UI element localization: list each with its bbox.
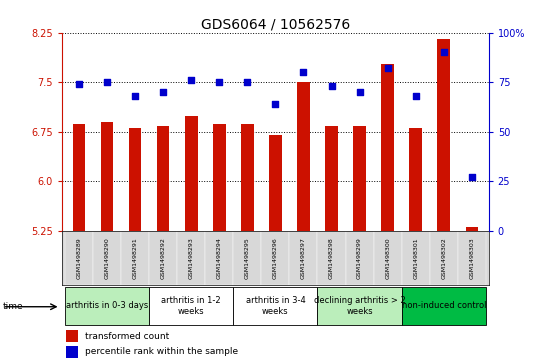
FancyBboxPatch shape xyxy=(233,287,318,325)
Bar xyxy=(149,231,177,285)
FancyBboxPatch shape xyxy=(402,287,486,325)
Bar xyxy=(346,231,374,285)
Bar xyxy=(318,231,346,285)
Bar xyxy=(374,231,402,285)
Point xyxy=(468,174,476,180)
Bar xyxy=(185,116,198,231)
Text: GSM1498296: GSM1498296 xyxy=(273,237,278,279)
Point xyxy=(299,69,308,75)
FancyBboxPatch shape xyxy=(149,287,233,325)
Text: arthritis in 1-2
weeks: arthritis in 1-2 weeks xyxy=(161,296,221,315)
Bar xyxy=(269,135,282,231)
Text: GSM1498299: GSM1498299 xyxy=(357,237,362,279)
Bar xyxy=(72,124,85,231)
Point xyxy=(355,89,364,95)
Text: declining arthritis > 2
weeks: declining arthritis > 2 weeks xyxy=(314,296,406,315)
Bar xyxy=(261,231,289,285)
Text: transformed count: transformed count xyxy=(85,332,169,341)
Bar xyxy=(409,128,422,231)
Text: arthritis in 0-3 days: arthritis in 0-3 days xyxy=(66,301,148,310)
FancyBboxPatch shape xyxy=(65,287,149,325)
Text: GSM1498303: GSM1498303 xyxy=(469,237,474,279)
Bar xyxy=(100,122,113,231)
Bar xyxy=(121,231,149,285)
Text: time: time xyxy=(3,302,23,311)
Title: GDS6064 / 10562576: GDS6064 / 10562576 xyxy=(201,17,350,32)
Text: arthritis in 3-4
weeks: arthritis in 3-4 weeks xyxy=(246,296,305,315)
Bar xyxy=(213,124,226,231)
Point xyxy=(215,79,224,85)
Text: non-induced control: non-induced control xyxy=(402,301,486,310)
Text: GSM1498301: GSM1498301 xyxy=(413,237,418,278)
Bar xyxy=(65,231,93,285)
Point xyxy=(243,79,252,85)
Point xyxy=(75,81,83,87)
Bar xyxy=(437,39,450,231)
Point xyxy=(440,49,448,55)
Text: GSM1498294: GSM1498294 xyxy=(217,237,222,279)
Bar xyxy=(297,82,310,231)
Bar xyxy=(233,231,261,285)
Point xyxy=(411,93,420,99)
Point xyxy=(327,83,336,89)
Bar xyxy=(93,231,121,285)
Text: GSM1498291: GSM1498291 xyxy=(133,237,138,279)
Bar xyxy=(66,330,78,342)
Text: GSM1498289: GSM1498289 xyxy=(77,237,82,279)
Text: GSM1498292: GSM1498292 xyxy=(160,237,166,279)
Bar xyxy=(465,227,478,231)
Bar xyxy=(430,231,458,285)
Bar xyxy=(157,126,170,231)
Bar xyxy=(402,231,430,285)
Text: percentile rank within the sample: percentile rank within the sample xyxy=(85,347,238,356)
Bar xyxy=(205,231,233,285)
Bar xyxy=(66,346,78,358)
Point xyxy=(271,101,280,107)
Point xyxy=(159,89,167,95)
Bar xyxy=(381,64,394,231)
Bar xyxy=(289,231,318,285)
Text: GSM1498297: GSM1498297 xyxy=(301,237,306,279)
Point xyxy=(383,65,392,71)
Bar xyxy=(129,128,141,231)
Bar xyxy=(177,231,205,285)
Bar xyxy=(458,231,486,285)
Text: GSM1498295: GSM1498295 xyxy=(245,237,250,279)
Bar xyxy=(241,124,254,231)
Point xyxy=(131,93,139,99)
Text: GSM1498298: GSM1498298 xyxy=(329,237,334,279)
Bar xyxy=(353,126,366,231)
Bar xyxy=(325,126,338,231)
Point xyxy=(103,79,111,85)
Point xyxy=(187,77,195,83)
Text: GSM1498300: GSM1498300 xyxy=(385,237,390,278)
Text: GSM1498302: GSM1498302 xyxy=(441,237,446,279)
FancyBboxPatch shape xyxy=(318,287,402,325)
Text: GSM1498293: GSM1498293 xyxy=(188,237,194,279)
Text: GSM1498290: GSM1498290 xyxy=(105,237,110,279)
